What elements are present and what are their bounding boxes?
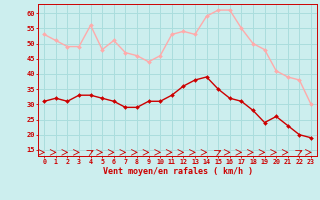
X-axis label: Vent moyen/en rafales ( km/h ): Vent moyen/en rafales ( km/h ) [103,167,252,176]
